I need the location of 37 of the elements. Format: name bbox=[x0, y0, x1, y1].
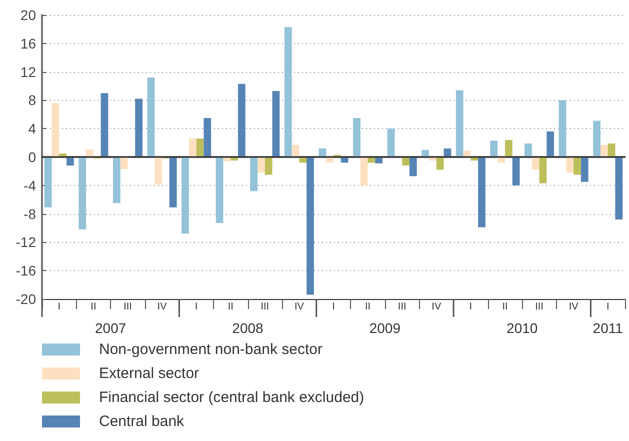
legend-label: Financial sector (central bank excluded) bbox=[99, 389, 364, 406]
x-tick-label: III bbox=[398, 302, 406, 312]
x-tick-label: III bbox=[124, 302, 132, 312]
x-tick-label: II bbox=[365, 302, 371, 312]
x-tick-label: IV bbox=[432, 302, 442, 312]
x-tick-label: IV bbox=[157, 302, 168, 312]
legend-label: Central bank bbox=[99, 413, 185, 430]
x-tick-label: I bbox=[469, 302, 472, 312]
y-tick-label: 20 bbox=[20, 7, 36, 23]
text: 2008 bbox=[232, 320, 264, 336]
x-tick-label: II bbox=[90, 302, 96, 312]
legend-label: External sector bbox=[99, 365, 200, 382]
y-tick-label: -8 bbox=[24, 206, 36, 222]
y-tick-label: -16 bbox=[16, 262, 36, 279]
y-tick-label: 8 bbox=[28, 92, 36, 108]
x-tick-label: II bbox=[228, 302, 234, 312]
y-tick-label: 16 bbox=[20, 35, 36, 52]
x-tick-label: III bbox=[535, 302, 544, 312]
x-tick-label: I bbox=[58, 302, 61, 312]
y-tick-label: 12 bbox=[20, 64, 36, 80]
x-tick-label: I bbox=[194, 302, 198, 312]
legend-label: Non-government non-bank sector bbox=[99, 341, 322, 358]
x-tick-label: I bbox=[332, 302, 335, 312]
x-tick-label: I bbox=[606, 302, 610, 312]
y-tick-label: 0 bbox=[28, 149, 36, 165]
text: 2011 bbox=[592, 320, 624, 336]
x-tick-label: III bbox=[260, 302, 270, 312]
y-tick-label: -4 bbox=[24, 177, 36, 194]
y-tick-label: -12 bbox=[16, 234, 36, 250]
x-tick-label: IV bbox=[568, 302, 579, 312]
x-tick-label: IV bbox=[294, 302, 304, 312]
y-tick-label: -20 bbox=[16, 291, 36, 307]
text: 2010 bbox=[506, 320, 538, 336]
text: 2009 bbox=[369, 320, 401, 336]
text: 2007 bbox=[95, 320, 126, 336]
y-tick-label: 4 bbox=[28, 120, 36, 137]
x-tick-label: II bbox=[502, 302, 508, 312]
